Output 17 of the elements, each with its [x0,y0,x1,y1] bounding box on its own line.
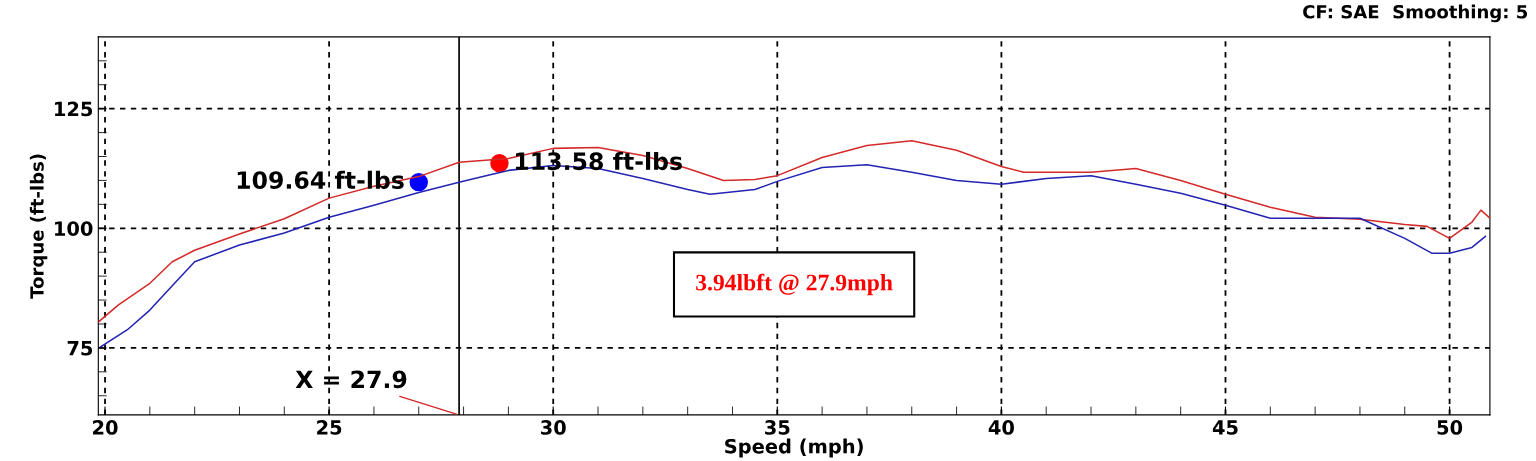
y-axis-title: Torque (ft-lbs) [29,154,48,299]
x-tick-label: 35 [765,420,790,435]
annotation: 109.64 ft-lbs [237,170,404,190]
y-tick-label: 100 [55,221,93,236]
x-tick-label: 20 [93,420,118,435]
annotation: 3.94lbft @ 27.9mph [696,273,893,296]
x-tick-label: 30 [540,420,566,435]
x-tick-label: 45 [1212,420,1238,435]
y-tick-label: 125 [55,101,93,117]
ref-line-label: X = 27.9 [295,370,407,389]
y-tick-label: 75 [67,341,93,356]
x-tick-label: 40 [988,420,1014,435]
x-axis-title: Speed (mph) [725,438,863,458]
chart-subtitle: CF: SAE Smoothing: 5 [1303,4,1528,23]
line-series [98,139,1490,323]
x-tick-label: 50 [1437,420,1463,435]
x-tick-label: 25 [317,420,342,435]
